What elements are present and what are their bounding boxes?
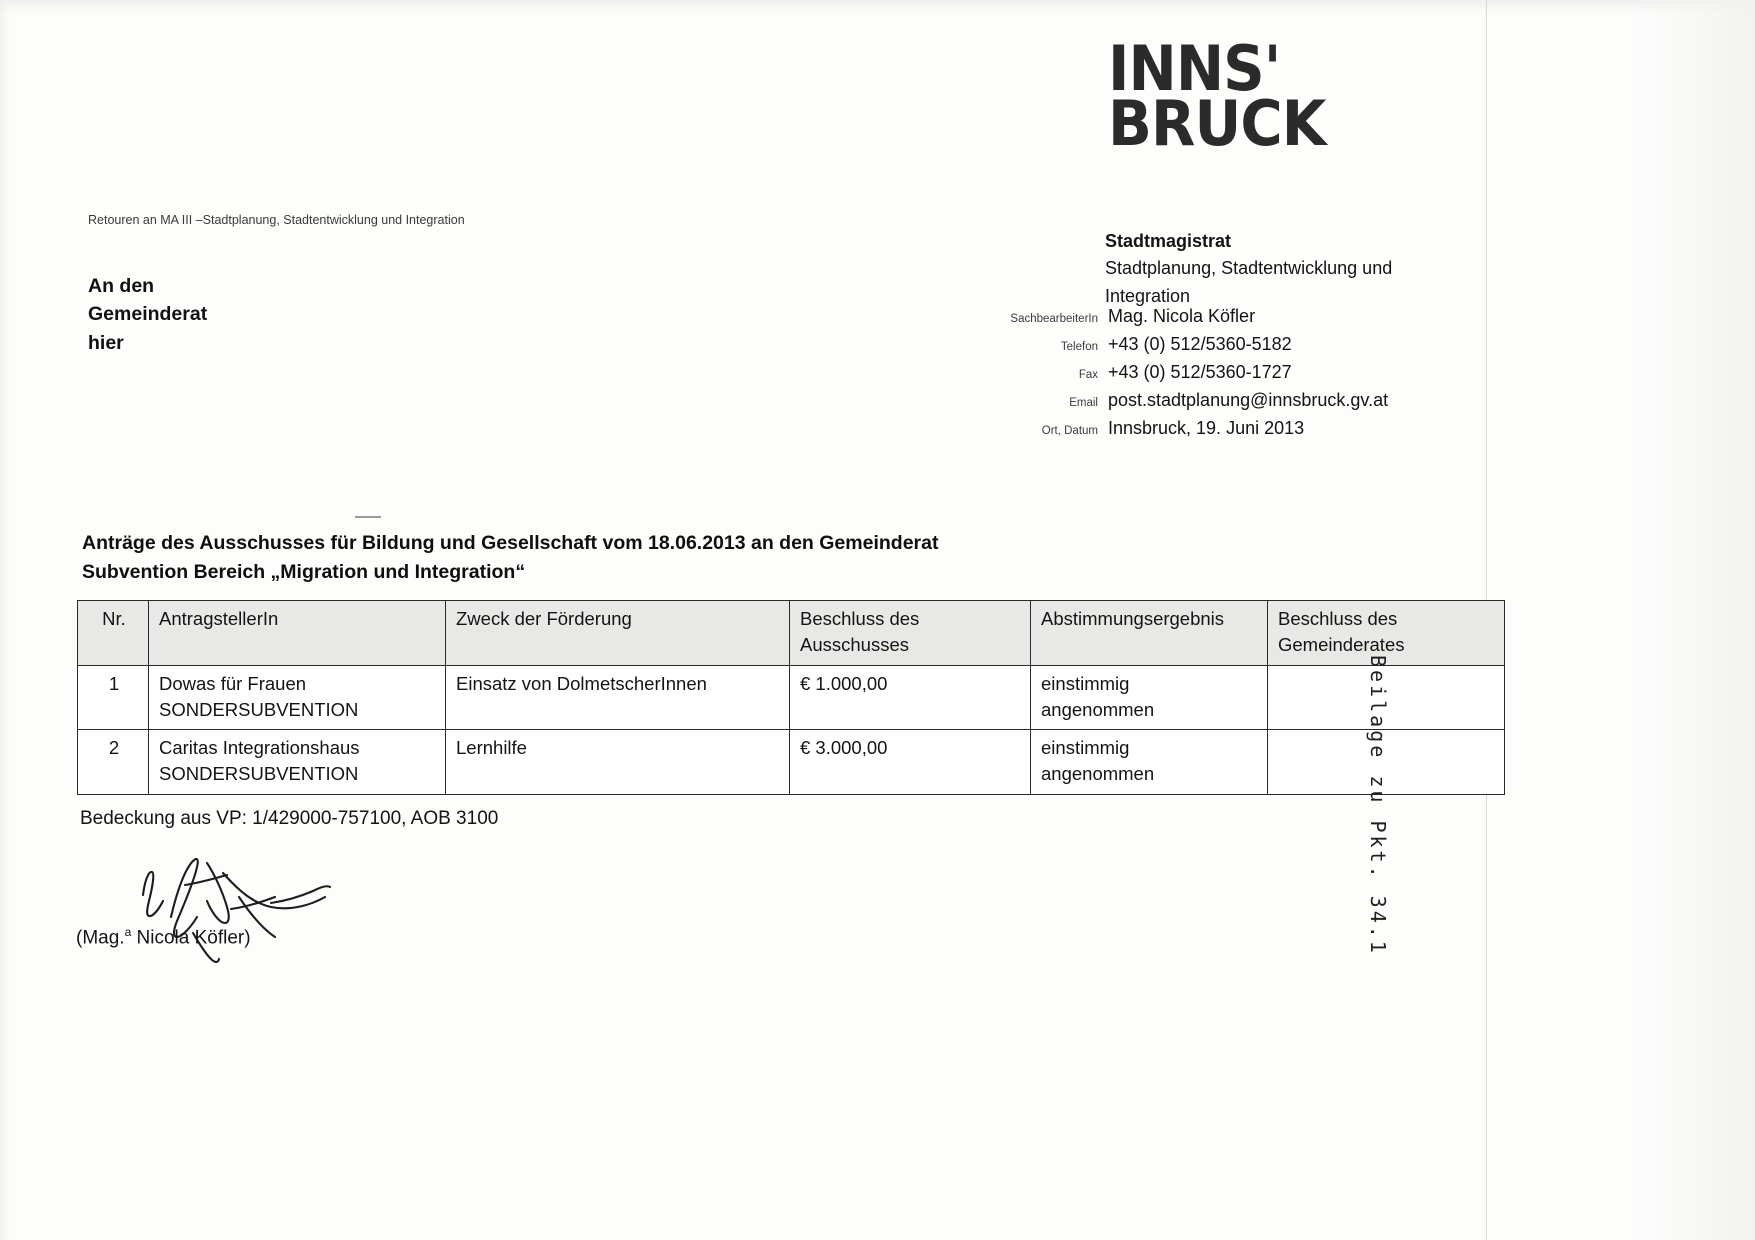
cell-purpose: Lernhilfe: [445, 729, 790, 795]
signature-name-superscript: a: [124, 925, 132, 939]
innsbruck-logo: INNS' BRUCK: [1108, 32, 1326, 160]
table-row: 1 Dowas für Frauen SONDERSUBVENTION Eins…: [77, 664, 1505, 731]
column-header-committee-decision-line-2: Ausschusses: [800, 634, 909, 656]
column-header-council-decision: Beschluss des Gemeinderates: [1267, 600, 1505, 666]
contact-label-telefon: Telefon: [1060, 340, 1098, 353]
column-header-nr: Nr.: [77, 600, 149, 666]
column-header-vote-result: Abstimmungsergebnis: [1030, 600, 1268, 666]
cell-vote-result: einstimmig angenommen: [1030, 729, 1268, 795]
contact-label-ort-datum: Ort, Datum: [1041, 424, 1098, 437]
contact-label-email: Email: [1069, 396, 1098, 409]
recipient-block: An den Gemeinderat hier: [88, 272, 207, 357]
handwritten-signature: [141, 857, 332, 964]
recipient-line-2: Gemeinderat: [88, 303, 208, 326]
cell-applicant-name: Dowas für Frauen: [159, 672, 307, 694]
return-address-note: Retouren an MA III –Stadtplanung, Stadte…: [88, 213, 465, 227]
cell-vote-result: einstimmig angenommen: [1030, 664, 1268, 731]
contact-label-sachbearbeiterin: SachbearbeiterIn: [1010, 313, 1098, 325]
scan-artifact-mark: [355, 516, 381, 518]
sender-org-name: Stadtmagistrat: [1105, 231, 1232, 251]
cell-vote-result-line-2: angenommen: [1041, 763, 1155, 785]
signature-name: (Mag.a Nicola Köfler): [76, 925, 251, 949]
logo-line-2: BRUCK: [1108, 86, 1326, 160]
contact-value-sachbearbeiterin: Mag. Nicola Köfler: [1108, 306, 1256, 326]
scan-edge-top: [0, 0, 1755, 14]
recipient-line-3: hier: [88, 331, 124, 354]
cell-committee-amount: € 3.000,00: [789, 729, 1031, 795]
sender-org-line-1: Stadtplanung, Stadtentwicklung und: [1105, 258, 1393, 279]
cell-applicant-type: SONDERSUBVENTION: [159, 698, 359, 720]
cell-applicant: Dowas für Frauen SONDERSUBVENTION: [148, 664, 446, 731]
cell-council-decision: [1267, 729, 1505, 795]
recipient-line-1: An den: [88, 275, 155, 297]
table-header: Nr. AntragstellerIn Zweck der Förderung …: [77, 600, 1505, 666]
contact-row-sachbearbeiterin: SachbearbeiterIn Mag. Nicola Köfler: [930, 303, 1430, 331]
contact-row-ort-datum: Ort, Datum Innsbruck, 19. Juni 2013: [930, 415, 1430, 443]
cell-committee-amount: € 1.000,00: [789, 664, 1031, 731]
column-header-committee-decision-line-1: Beschluss des: [800, 608, 920, 629]
document-title: Anträge des Ausschusses für Bildung und …: [82, 529, 938, 587]
cell-applicant-type: SONDERSUBVENTION: [159, 763, 359, 785]
contact-value-email: post.stadtplanung@innsbruck.gv.at: [1108, 389, 1389, 410]
column-header-council-decision-line-2: Gemeinderates: [1278, 634, 1405, 656]
contact-label-fax: Fax: [1078, 368, 1098, 381]
logo-line-1: INNS': [1108, 32, 1281, 105]
contact-row-telefon: Telefon +43 (0) 512/5360-5182: [930, 331, 1430, 359]
column-header-applicant: AntragstellerIn: [148, 600, 446, 666]
subsidy-applications-table: Nr. AntragstellerIn Zweck der Förderung …: [77, 600, 1505, 795]
contact-value-fax: +43 (0) 512/5360-1727: [1108, 361, 1292, 382]
scan-edge-left: [0, 0, 10, 1240]
column-header-council-decision-line-1: Beschluss des: [1278, 608, 1398, 629]
table-row: 2 Caritas Integrationshaus SONDERSUBVENT…: [77, 729, 1505, 795]
signature-name-prefix: (Mag.: [76, 927, 125, 949]
cell-nr: 2: [77, 729, 149, 795]
cell-vote-result-line-1: einstimmig: [1041, 737, 1130, 759]
table-body: 1 Dowas für Frauen SONDERSUBVENTION Eins…: [77, 664, 1505, 795]
document-title-line-1: Anträge des Ausschusses für Bildung und …: [82, 532, 939, 554]
contact-value-telefon: +43 (0) 512/5360-5182: [1108, 333, 1292, 354]
cell-vote-result-line-1: einstimmig: [1041, 672, 1130, 694]
scan-edge-right: [1635, 0, 1755, 1240]
funding-source-note: Bedeckung aus VP: 1/429000-757100, AOB 3…: [80, 808, 499, 829]
contact-value-ort-datum: Innsbruck, 19. Juni 2013: [1108, 417, 1305, 438]
side-annotation: Beilage zu Pkt. 34.1: [1366, 655, 1390, 956]
cell-vote-result-line-2: angenommen: [1041, 698, 1155, 720]
cell-purpose: Einsatz von DolmetscherInnen: [445, 664, 790, 731]
sender-contact-details: SachbearbeiterIn Mag. Nicola Köfler Tele…: [930, 303, 1430, 442]
column-header-committee-decision: Beschluss des Ausschusses: [789, 600, 1031, 666]
cell-nr: 1: [77, 664, 149, 731]
signature-name-rest: Nicola Köfler): [131, 927, 251, 949]
document-title-line-2: Subvention Bereich „Migration und Integr…: [82, 560, 526, 583]
column-header-purpose: Zweck der Förderung: [445, 600, 790, 666]
sender-org-line-2: Integration: [1105, 285, 1191, 306]
contact-row-email: Email post.stadtplanung@innsbruck.gv.at: [930, 387, 1430, 415]
cell-applicant-name: Caritas Integrationshaus: [159, 737, 360, 759]
cell-council-decision: [1267, 664, 1505, 731]
sender-organisation: Stadtmagistrat Stadtplanung, Stadtentwic…: [1105, 228, 1392, 310]
contact-row-fax: Fax +43 (0) 512/5360-1727: [930, 359, 1430, 387]
table-header-row: Nr. AntragstellerIn Zweck der Förderung …: [77, 600, 1505, 666]
cell-applicant: Caritas Integrationshaus SONDERSUBVENTIO…: [148, 729, 446, 795]
